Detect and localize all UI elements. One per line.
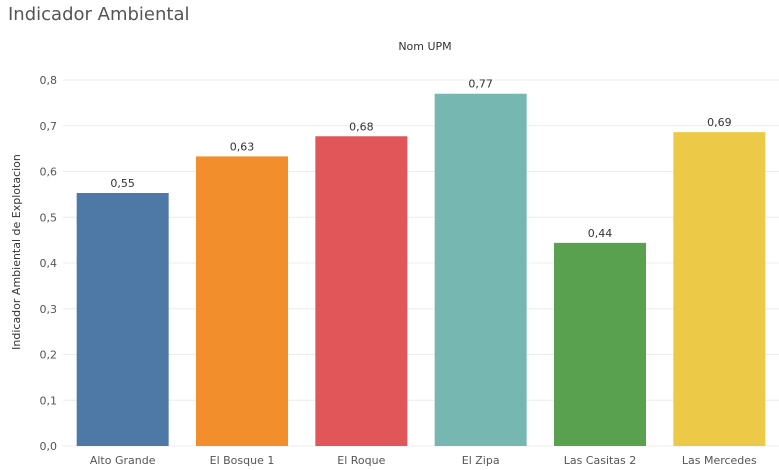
bar (554, 242, 646, 446)
x-axis-title: Nom UPM (398, 40, 451, 53)
y-tick-label: 0,2 (40, 349, 58, 362)
x-category-label: Las Mercedes (682, 454, 757, 467)
y-tick-label: 0,0 (40, 440, 58, 453)
x-category-label: El Bosque 1 (210, 454, 275, 467)
chart-title: Indicador Ambiental (8, 4, 190, 25)
bar (196, 156, 288, 446)
x-category-label: El Roque (337, 454, 385, 467)
x-category-label: Las Casitas 2 (564, 454, 637, 467)
bars (76, 93, 766, 446)
y-tick-label: 0,3 (40, 303, 58, 316)
y-tick-label: 0,6 (40, 166, 58, 179)
bar-value-label: 0,77 (468, 78, 493, 91)
y-axis-ticks: 0,0 0,1 0,2 0,3 0,4 0,5 0,6 0,7 0,8 (40, 74, 58, 453)
x-category-label: El Zipa (462, 454, 500, 467)
bar-value-label: 0,55 (110, 177, 135, 190)
gridlines (63, 79, 779, 447)
y-tick-label: 0,7 (40, 120, 58, 133)
y-axis-title: Indicador Ambiental de Explotacion (10, 154, 23, 350)
bar (434, 93, 527, 446)
bar (315, 136, 408, 446)
y-tick-label: 0,4 (40, 257, 58, 270)
x-axis-categories: Alto Grande El Bosque 1 El Roque El Zipa Las… (90, 454, 757, 467)
y-tick-label: 0,1 (40, 394, 58, 407)
y-tick-label: 0,5 (40, 211, 58, 224)
bar-value-label: 0,63 (230, 140, 255, 153)
bar-value-label: 0,44 (588, 227, 613, 240)
bar-value-label: 0,68 (349, 120, 374, 133)
y-tick-label: 0,8 (40, 74, 58, 87)
value-labels: 0,55 0,63 0,68 0,77 0,44 0,69 (110, 78, 731, 240)
bar-value-label: 0,69 (707, 116, 732, 129)
bar (76, 193, 169, 446)
bar (673, 132, 766, 446)
x-category-label: Alto Grande (90, 454, 156, 467)
